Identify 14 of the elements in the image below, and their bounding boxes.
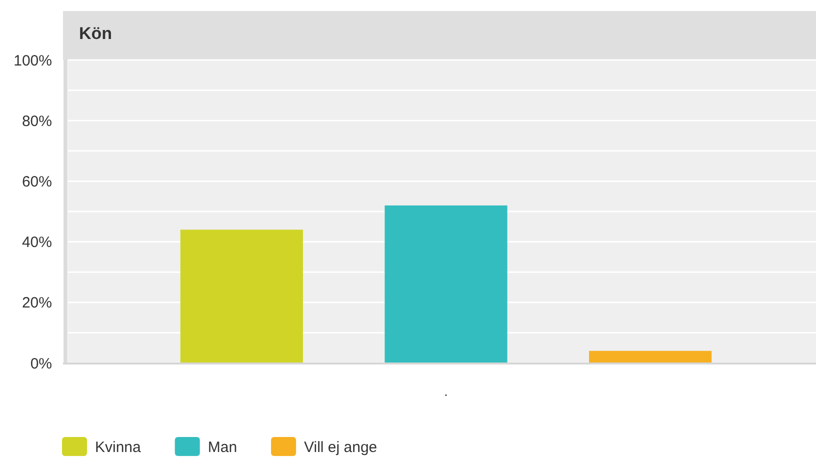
- y-tick-label: 20%: [22, 294, 52, 312]
- y-tick-label: 40%: [22, 234, 52, 252]
- chart-title: Kön: [79, 24, 112, 43]
- y-tick-label: 80%: [22, 112, 52, 130]
- x-tick-label: .: [444, 383, 448, 400]
- bar: [384, 205, 508, 363]
- legend-label: Vill ej ange: [304, 439, 378, 456]
- y-tick-label: 60%: [22, 173, 52, 190]
- legend-label: Kvinna: [95, 439, 142, 456]
- y-tick-label: 0%: [30, 355, 52, 372]
- legend-label: Man: [208, 439, 238, 456]
- bar: [589, 350, 712, 363]
- bar: [180, 230, 303, 363]
- y-tick-label: 100%: [14, 52, 52, 70]
